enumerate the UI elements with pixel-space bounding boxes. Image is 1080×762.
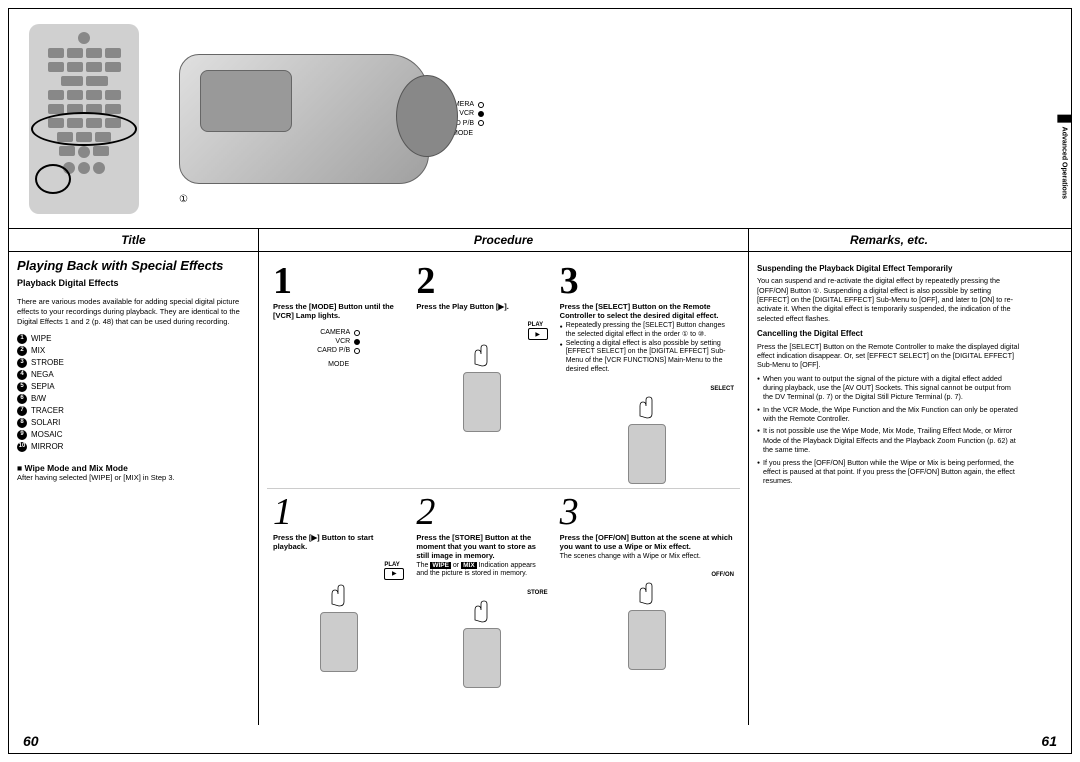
step-body: The scenes change with a Wipe or Mix eff… — [560, 553, 734, 562]
step-number: 1 — [273, 262, 404, 300]
mini-remote-icon — [628, 610, 666, 670]
title-column: Playing Back with Special Effects Playba… — [9, 252, 259, 725]
side-tab: Advanced Operations — [1057, 115, 1071, 199]
mini-remote-icon — [463, 372, 501, 432]
step-number: 3 — [560, 493, 734, 531]
hand-icon — [324, 584, 354, 608]
wipe-mix-heading: Wipe Mode and Mix Mode — [17, 463, 250, 473]
effect-1: WIPE — [31, 333, 51, 345]
remarks-p1: You can suspend and re-activate the digi… — [757, 276, 1021, 323]
step-top-3: 3 Press the [SELECT] Button on the Remot… — [554, 258, 740, 488]
section-heading: Playing Back with Special Effects Playba… — [17, 258, 250, 291]
diagram-select: SELECT — [560, 383, 734, 484]
header-procedure: Procedure — [259, 229, 749, 251]
procedure-top: 1 Press the [MODE] Button until the [VCR… — [267, 258, 740, 489]
mini-remote-icon — [320, 612, 358, 672]
callout-ellipse-transport — [31, 112, 137, 146]
step-bottom-1: 1 Press the [▶] Button to start playback… — [267, 489, 410, 720]
step-top-1: 1 Press the [MODE] Button until the [VCR… — [267, 258, 410, 488]
step-title: Press the [MODE] Button until the [VCR] … — [273, 302, 404, 320]
column-headers: Title Procedure Remarks, etc. — [9, 229, 1071, 252]
remarks-h2: Cancelling the Digital Effect — [757, 329, 1021, 339]
intro-paragraph: There are various modes available for ad… — [17, 297, 250, 327]
mode-label-vcr: VCR — [459, 109, 474, 118]
content-grid: Playing Back with Special Effects Playba… — [9, 252, 1071, 682]
effect-2: MIX — [31, 345, 45, 357]
diagram-play: PLAY▶ — [416, 319, 547, 432]
header-remarks: Remarks, etc. — [749, 229, 1029, 251]
step-top-2: 2 Press the Play Button [▶]. PLAY▶ — [410, 258, 553, 488]
diagram-play: PLAY▶ — [273, 559, 404, 672]
effect-4: NEGA — [31, 369, 54, 381]
hand-icon — [467, 344, 497, 368]
step-bottom-3: 3 Press the [OFF/ON] Button at the scene… — [554, 489, 740, 720]
step-body: Repeatedly pressing the [SELECT] Button … — [560, 322, 734, 375]
illustration-band: ① CAMERA VCR CARD P/B MODE — [9, 9, 1071, 229]
step-body: The WIPE or MIX Indication appears and t… — [416, 562, 547, 580]
page-number-right: 61 — [1041, 733, 1057, 749]
callout-one-label: ① — [179, 194, 188, 205]
diagram-offon: OFF/ON — [560, 569, 734, 670]
step-number: 3 — [560, 262, 734, 300]
effect-3: STROBE — [31, 357, 64, 369]
step-title: Press the [SELECT] Button on the Remote … — [560, 302, 734, 320]
effect-8: SOLARI — [31, 417, 60, 429]
procedure-bottom: 1 Press the [▶] Button to start playback… — [267, 489, 740, 720]
mini-remote-icon — [628, 424, 666, 484]
hand-icon — [632, 396, 662, 420]
effect-9: MOSAIC — [31, 429, 63, 441]
heading-sub: Playback Digital Effects — [17, 278, 119, 288]
mini-remote-icon — [463, 628, 501, 688]
header-title: Title — [9, 229, 259, 251]
effect-5: SEPIA — [31, 381, 55, 393]
remote-controller-illustration — [29, 24, 139, 214]
manual-page: ① CAMERA VCR CARD P/B MODE Title Procedu… — [8, 8, 1072, 754]
hand-icon — [632, 582, 662, 606]
diagram-mode-switch: CAMERA VCR CARD P/B MODE — [273, 328, 404, 368]
procedure-column: 1 Press the [MODE] Button until the [VCR… — [259, 252, 749, 725]
remark-bullet: If you press the [OFF/ON] Button while t… — [763, 458, 1021, 486]
camcorder-illustration — [179, 54, 429, 184]
step-number: 1 — [273, 493, 404, 531]
effect-6: B/W — [31, 393, 46, 405]
wipe-mix-body: After having selected [WIPE] or [MIX] in… — [17, 473, 250, 483]
step-number: 2 — [416, 493, 547, 531]
remarks-column: Suspending the Playback Digital Effect T… — [749, 252, 1029, 725]
step-title: Press the Play Button [▶]. — [416, 302, 547, 311]
remark-bullet: It is not possible use the Wipe Mode, Mi… — [763, 426, 1021, 454]
heading-main: Playing Back with Special Effects — [17, 258, 223, 273]
remark-bullet: In the VCR Mode, the Wipe Function and t… — [763, 405, 1021, 424]
step-bottom-2: 2 Press the [STORE] Button at the moment… — [410, 489, 553, 720]
step-number: 2 — [416, 262, 547, 300]
callout-ellipse-store-offon — [35, 164, 71, 194]
step-title: Press the [▶] Button to start playback. — [273, 533, 404, 551]
effect-10: MIRROR — [31, 441, 63, 453]
remark-bullet: When you want to output the signal of th… — [763, 374, 1021, 402]
step-title: Press the [STORE] Button at the moment t… — [416, 533, 547, 560]
step-title: Press the [OFF/ON] Button at the scene a… — [560, 533, 734, 551]
hand-icon — [467, 600, 497, 624]
effects-list: 1WIPE 2MIX 3STROBE 4NEGA 5SEPIA 6B/W 7TR… — [17, 333, 250, 453]
remarks-bullets: When you want to output the signal of th… — [757, 374, 1021, 486]
remarks-p2: Press the [SELECT] Button on the Remote … — [757, 342, 1021, 370]
remarks-h1: Suspending the Playback Digital Effect T… — [757, 264, 1021, 274]
effect-7: TRACER — [31, 405, 64, 417]
diagram-store: STORE — [416, 587, 547, 688]
page-number-left: 60 — [23, 733, 39, 749]
